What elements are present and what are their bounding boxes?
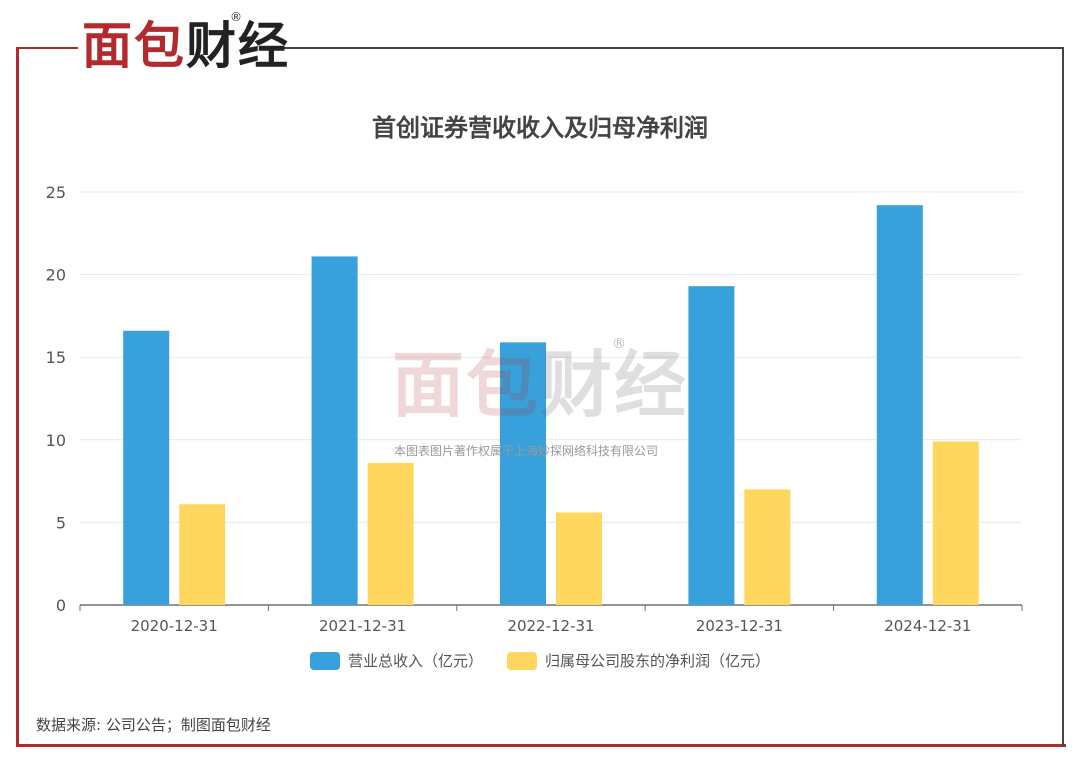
x-tick-label: 2024-12-31 [884, 617, 971, 635]
bar-net-profit [179, 504, 226, 605]
x-tick-label: 2021-12-31 [319, 617, 406, 635]
y-tick-label: 20 [46, 266, 66, 285]
chart-title: 首创证券营收收入及归母净利润 [372, 114, 708, 142]
y-tick-label: 10 [46, 431, 66, 450]
legend-label-revenue: 营业总收入（亿元） [347, 652, 483, 670]
legend-item-revenue[interactable]: 营业总收入（亿元） [309, 650, 483, 671]
chart-legend: 营业总收入（亿元） 归属母公司股东的净利润（亿元） [0, 650, 1080, 671]
bar-net-profit [932, 441, 979, 605]
logo-dark-text: 财经 [186, 17, 290, 75]
bar-revenue [311, 256, 358, 605]
bar-net-profit [367, 462, 414, 605]
y-tick-label: 15 [46, 348, 66, 367]
bar-revenue [876, 205, 923, 605]
x-tick-label: 2022-12-31 [507, 617, 594, 635]
legend-swatch-revenue [309, 651, 340, 670]
frame-top-border-right [284, 47, 1064, 49]
brand-logo: 面包 财经 ® [82, 10, 290, 76]
x-tick-label: 2023-12-31 [696, 617, 783, 635]
x-tick-label: 2020-12-31 [131, 617, 218, 635]
y-tick-label: 5 [56, 513, 66, 532]
y-tick-label: 25 [46, 183, 66, 202]
bar-net-profit [556, 512, 602, 605]
data-source-note: 数据来源: 公司公告；制图面包财经 [36, 716, 271, 734]
y-tick-label: 0 [56, 596, 66, 615]
frame-bottom-border [16, 744, 1066, 747]
registered-mark: ® [230, 10, 242, 24]
legend-item-net-profit[interactable]: 归属母公司股东的净利润（亿元） [507, 650, 770, 671]
frame-top-border-left [16, 47, 78, 49]
frame-right-border [1062, 47, 1064, 747]
bar-net-profit [744, 489, 791, 605]
bar-revenue [500, 342, 546, 605]
bar-revenue [123, 330, 170, 605]
logo-red-text: 面包 [82, 17, 186, 75]
legend-swatch-net-profit [507, 651, 537, 670]
bar-revenue [688, 286, 735, 605]
legend-label-net-profit: 归属母公司股东的净利润（亿元） [545, 652, 771, 670]
frame-left-border [16, 47, 19, 747]
